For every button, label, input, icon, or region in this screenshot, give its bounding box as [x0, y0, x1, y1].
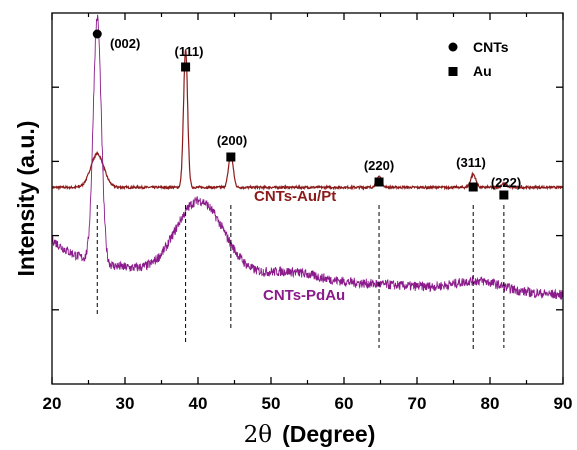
- legend: CNTs Au: [448, 39, 509, 79]
- x-tick-label: 80: [481, 394, 500, 413]
- series-label-cnts-pdau: CNTs-PdAu: [263, 287, 345, 304]
- au-marker-square-icon: [499, 190, 509, 200]
- hkl-label: (002): [110, 36, 140, 51]
- legend-au-square-icon: [448, 67, 458, 76]
- hkl-label: (311): [456, 155, 486, 170]
- au-marker-square-icon: [374, 177, 384, 187]
- x-tick-label: 90: [554, 394, 573, 413]
- series-line-cnts-au-pt: [51, 49, 564, 191]
- x-axis-title: 2θ (Degree): [244, 421, 376, 448]
- x-tick-label: 50: [262, 394, 281, 413]
- legend-cnts-circle-icon: [448, 42, 458, 52]
- legend-label-au: Au: [473, 63, 492, 79]
- x-tick-label: 30: [116, 394, 135, 413]
- reflection-lines-layer: [96, 205, 505, 350]
- au-marker-square-icon: [181, 62, 191, 72]
- hkl-label: (111): [175, 44, 204, 59]
- x-tick-label: 70: [408, 394, 427, 413]
- x-axis-symbol: 2θ: [244, 422, 272, 448]
- hkl-label: (200): [217, 133, 247, 148]
- axis-ticks-layer: 20 30 40 50 60 70 80 90: [43, 13, 573, 413]
- au-marker-square-icon: [226, 152, 236, 162]
- au-marker-square-icon: [468, 182, 478, 192]
- x-tick-label: 60: [335, 394, 354, 413]
- hkl-label: (220): [364, 158, 394, 173]
- peak-markers-layer: (002) (111) (200) (220) (311) (222): [92, 29, 521, 200]
- x-tick-label: 20: [43, 394, 62, 413]
- x-axis-unit: (Degree): [282, 421, 375, 447]
- y-axis-title: Intensity (a.u.): [13, 121, 39, 277]
- series-label-cnts-au-pt: CNTs-Au/Pt: [254, 188, 336, 205]
- x-tick-label: 40: [189, 394, 208, 413]
- series-line-cnts-pdau: [51, 14, 564, 300]
- cnts-marker-circle-icon: [92, 29, 102, 39]
- series-layer: [51, 14, 564, 300]
- hkl-label: (222): [491, 175, 521, 190]
- legend-label-cnts: CNTs: [473, 39, 509, 55]
